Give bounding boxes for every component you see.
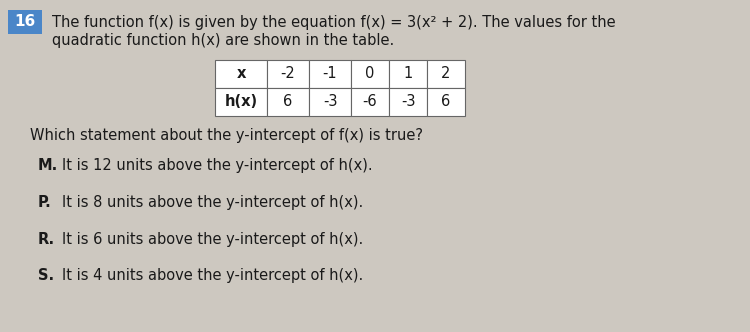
Text: It is 12 units above the y-intercept of h(x).: It is 12 units above the y-intercept of … [62,158,373,173]
Text: 6: 6 [284,95,292,110]
Bar [309,60,351,88]
Bar [309,88,351,116]
Bar [215,60,267,88]
Text: 6: 6 [441,95,451,110]
Text: -2: -2 [280,66,296,81]
Text: The function f(x) is given by the equation f(x) = 3(x² + 2). The values for the: The function f(x) is given by the equati… [52,15,616,30]
Text: 2: 2 [441,66,451,81]
Text: quadratic function h(x) are shown in the table.: quadratic function h(x) are shown in the… [52,33,394,48]
Text: It is 4 units above the y-intercept of h(x).: It is 4 units above the y-intercept of h… [62,268,363,283]
Bar [215,88,267,116]
Bar [351,60,389,88]
Bar [267,88,309,116]
Text: -1: -1 [322,66,338,81]
Text: -3: -3 [400,95,416,110]
Bar [267,60,309,88]
Bar [389,88,427,116]
Text: M.: M. [38,158,58,173]
Text: 16: 16 [14,15,36,30]
Bar [427,60,465,88]
Bar [351,88,389,116]
Text: It is 6 units above the y-intercept of h(x).: It is 6 units above the y-intercept of h… [62,232,363,247]
Text: -3: -3 [322,95,338,110]
Text: h(x): h(x) [224,95,257,110]
Bar [427,88,465,116]
Text: S.: S. [38,268,54,283]
Text: It is 8 units above the y-intercept of h(x).: It is 8 units above the y-intercept of h… [62,195,363,210]
Text: Which statement about the y-intercept of f(x) is true?: Which statement about the y-intercept of… [30,128,423,143]
Bar [8,10,42,34]
Text: 1: 1 [404,66,412,81]
Bar [389,60,427,88]
Text: R.: R. [38,232,56,247]
Text: 0: 0 [365,66,375,81]
Text: x: x [236,66,246,81]
Text: -6: -6 [363,95,377,110]
Text: P.: P. [38,195,52,210]
